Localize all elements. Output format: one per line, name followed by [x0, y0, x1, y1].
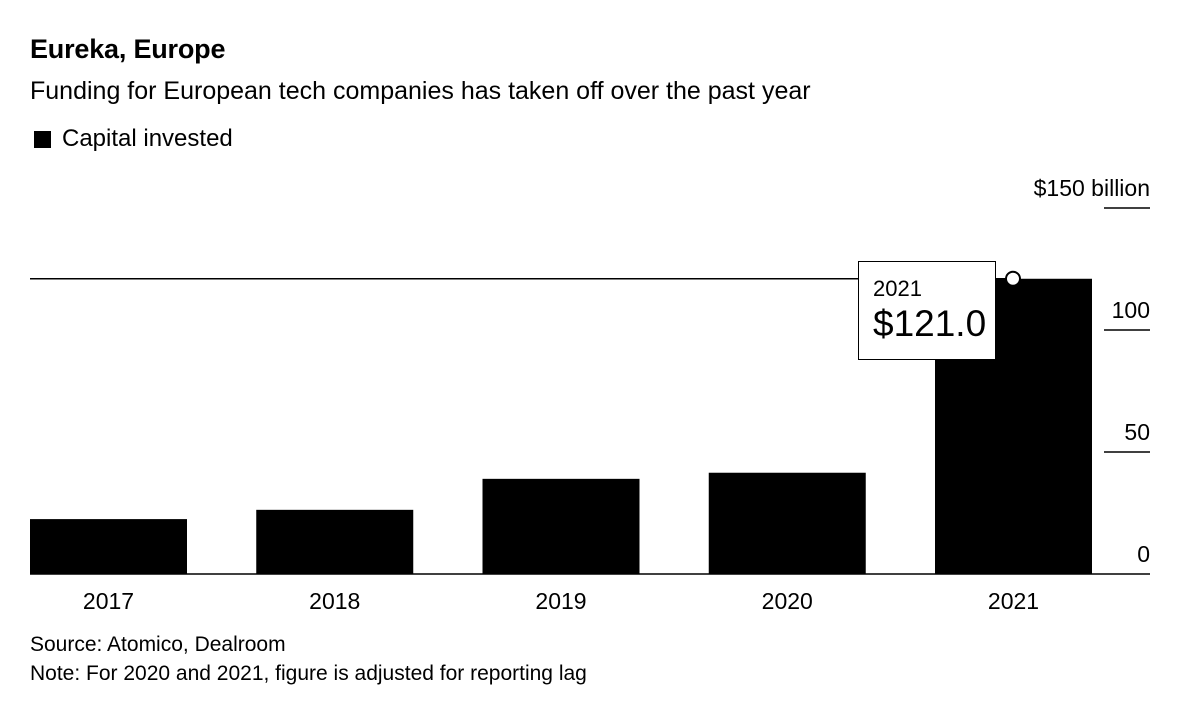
y-tick-label-150: $150 billion	[1034, 175, 1150, 201]
x-tick-label-2018: 2018	[309, 588, 360, 614]
value-tooltip: 2021 $121.0	[858, 261, 996, 360]
y-tick-label-100: 100	[1112, 297, 1150, 323]
bar-2020	[708, 472, 866, 574]
legend-label: Capital invested	[62, 125, 233, 152]
highlight-marker	[1005, 270, 1021, 287]
x-tick-label-2019: 2019	[535, 588, 586, 614]
bar-2018	[256, 509, 414, 574]
legend: Capital invested	[34, 125, 233, 153]
x-tick-label-2020: 2020	[762, 588, 813, 614]
bar-2017	[30, 519, 187, 574]
y-tick-label-0: 0	[1137, 541, 1150, 567]
legend-swatch	[34, 130, 51, 148]
source-note: Source: Atomico, Dealroom	[30, 633, 286, 656]
chart-subtitle: Funding for European tech companies has …	[30, 77, 811, 105]
x-tick-label-2021: 2021	[988, 588, 1039, 614]
bar-2019	[482, 478, 640, 574]
tooltip-year: 2021	[873, 276, 922, 301]
bar-chart: 2017 2018 2019 2020 2021 0 50 100 $150 billion	[30, 175, 1150, 614]
footnote: Note: For 2020 and 2021, figure is adjus…	[30, 662, 587, 685]
y-tick-label-50: 50	[1124, 419, 1150, 445]
x-tick-label-2017: 2017	[83, 588, 134, 614]
chart-title: Eureka, Europe	[30, 34, 226, 64]
tooltip-value: $121.0	[873, 303, 987, 344]
